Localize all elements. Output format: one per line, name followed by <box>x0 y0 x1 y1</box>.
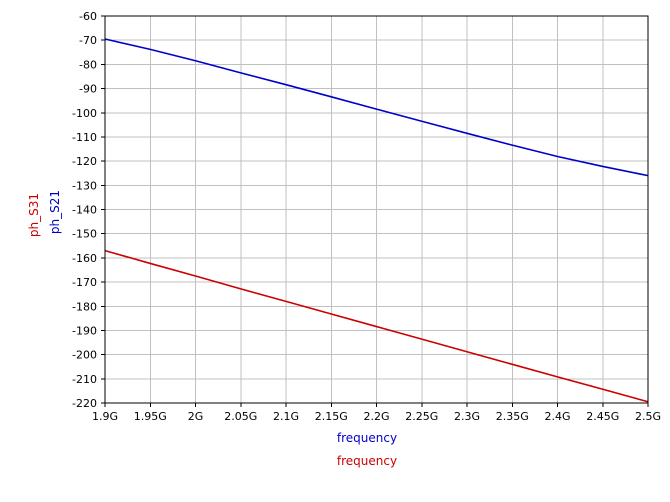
y-axis-label-blue: ph_S21 <box>48 190 62 234</box>
grid <box>104 15 649 404</box>
y-tick-label: -220 <box>72 397 97 410</box>
x-tick-label: 2.05G <box>224 410 257 423</box>
y-tick-label: -180 <box>72 300 97 313</box>
y-tick-label: -100 <box>72 107 97 120</box>
x-tick-label: 2.35G <box>496 410 529 423</box>
x-axis-label-red: frequency <box>337 454 397 468</box>
x-tick-label: 2.2G <box>363 410 389 423</box>
y-axis-label-red: ph_S31 <box>27 193 41 237</box>
y-tick-label: -140 <box>72 204 97 217</box>
x-tick-label: 2.45G <box>586 410 619 423</box>
y-tick-label: -160 <box>72 252 97 265</box>
y-tick-label: -110 <box>72 131 97 144</box>
axis-ticks <box>101 15 649 407</box>
x-tick-label: 2.5G <box>635 410 661 423</box>
y-tick-label: -170 <box>72 276 97 289</box>
x-tick-label: 2G <box>188 410 204 423</box>
y-tick-label: -200 <box>72 349 97 362</box>
x-tick-label: 1.9G <box>92 410 118 423</box>
y-tick-label: -190 <box>72 324 97 337</box>
series-line-ph-s21 <box>104 38 649 177</box>
y-tick-label: -70 <box>79 34 97 47</box>
y-tick-label: -150 <box>72 228 97 241</box>
x-tick-label: 2.1G <box>273 410 299 423</box>
x-tick-label: 2.3G <box>454 410 480 423</box>
y-tick-label: -120 <box>72 155 97 168</box>
series-lines <box>104 38 649 403</box>
x-tick-label: 2.15G <box>315 410 348 423</box>
y-tick-label: -80 <box>79 58 97 71</box>
x-axis-label-blue: frequency <box>337 431 397 445</box>
y-tick-label: -60 <box>79 10 97 23</box>
axis-tick-labels: 1.9G 1.95G 2G 2.05G 2.1G 2.15G 2.2G 2.25G 2.3G 2.… <box>72 10 661 423</box>
series-line-ph-s31 <box>104 249 649 403</box>
x-tick-label: 1.95G <box>134 410 167 423</box>
x-tick-label: 2.25G <box>405 410 438 423</box>
y-tick-label: -90 <box>79 83 97 96</box>
y-tick-label: -210 <box>72 373 97 386</box>
y-tick-label: -130 <box>72 179 97 192</box>
x-tick-label: 2.4G <box>544 410 570 423</box>
